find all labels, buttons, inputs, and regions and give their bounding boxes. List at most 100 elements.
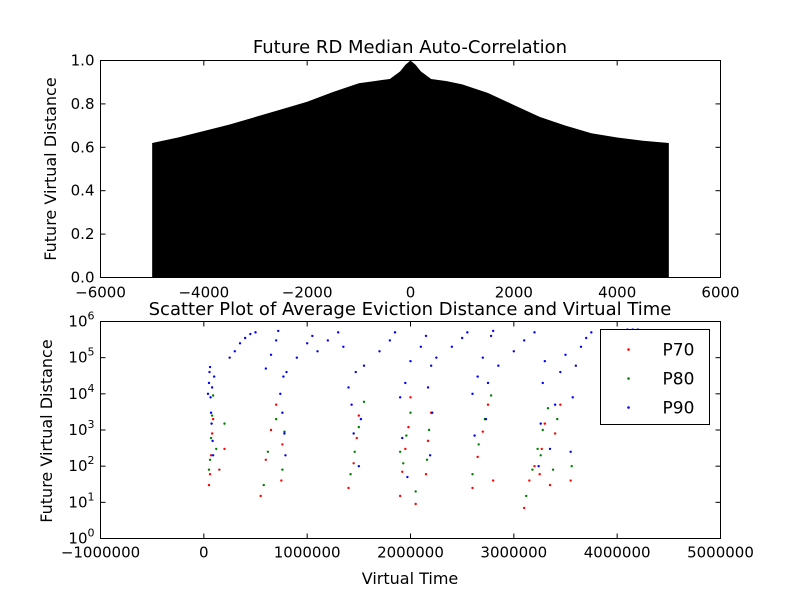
data-point — [350, 403, 353, 406]
data-point — [486, 381, 490, 385]
data-point — [571, 396, 574, 399]
autocorrelation-chart: Future RD Median Auto-Correlation −6000 −… — [41, 37, 740, 302]
data-point — [546, 407, 550, 410]
data-point — [471, 392, 474, 396]
data-point — [491, 329, 495, 333]
data-point — [208, 365, 212, 369]
x-tick-label: 3000000 — [480, 544, 547, 562]
x-tick-label: 2000000 — [377, 544, 444, 562]
data-point — [228, 356, 231, 359]
data-point — [357, 414, 361, 417]
data-point — [569, 450, 572, 453]
data-point — [393, 331, 397, 334]
data-point — [556, 417, 559, 421]
y-tick-label: 100 — [68, 527, 94, 548]
data-point — [525, 494, 528, 498]
legend-marker — [627, 377, 630, 380]
data-point — [353, 450, 356, 453]
data-point — [404, 447, 407, 451]
y-tick-label: 0.8 — [71, 95, 95, 113]
data-point — [281, 411, 284, 414]
data-point — [539, 454, 542, 457]
data-point — [281, 468, 284, 471]
data-point — [569, 479, 572, 482]
data-point — [533, 464, 536, 468]
data-point — [536, 447, 539, 451]
data-point — [539, 422, 542, 425]
data-point — [259, 494, 262, 498]
data-point — [336, 331, 340, 334]
data-point — [548, 483, 552, 487]
scatter-title: Scatter Plot of Average Eviction Distanc… — [149, 299, 672, 320]
data-point — [531, 468, 534, 471]
data-point — [428, 454, 432, 457]
data-point — [211, 454, 215, 457]
data-point — [326, 339, 330, 342]
data-point — [401, 436, 404, 440]
data-point — [405, 434, 408, 437]
data-point — [414, 502, 417, 506]
data-point — [512, 350, 516, 353]
x-tick-label: 4000000 — [584, 544, 651, 562]
data-point — [357, 425, 361, 429]
data-point — [208, 472, 212, 476]
data-point — [210, 422, 213, 425]
data-point — [215, 447, 218, 451]
data-point — [538, 472, 541, 476]
data-point — [522, 506, 526, 510]
data-point — [402, 462, 405, 465]
data-point — [359, 417, 363, 421]
data-point — [460, 336, 464, 340]
data-point — [424, 334, 428, 338]
x-tick-label: 5000000 — [687, 544, 754, 562]
series-p90 — [206, 328, 640, 479]
data-point — [559, 370, 562, 374]
data-point — [211, 417, 215, 421]
data-point — [481, 430, 485, 433]
data-point — [429, 364, 433, 367]
series-p70 — [207, 396, 572, 510]
x-tick-label: 1000000 — [274, 544, 341, 562]
autocorrelation-y-axis-label: Future Virtual Distance — [41, 77, 60, 260]
data-point — [283, 430, 286, 433]
data-point — [551, 468, 555, 471]
data-point — [207, 483, 211, 487]
data-point — [476, 375, 479, 378]
data-point — [277, 329, 280, 333]
data-point — [406, 475, 409, 479]
data-point — [409, 359, 412, 363]
data-point — [378, 350, 381, 353]
data-point — [481, 356, 485, 359]
x-tick-label: −6000 — [75, 284, 126, 302]
data-point — [208, 458, 212, 461]
data-point — [354, 370, 357, 374]
y-tick-label: 0.6 — [71, 138, 95, 156]
y-tick-label: 101 — [68, 490, 94, 511]
data-point — [269, 353, 273, 357]
data-point — [553, 403, 557, 406]
data-point — [279, 392, 282, 396]
data-point — [209, 454, 213, 457]
data-point — [274, 417, 278, 421]
y-tick-label: 102 — [68, 454, 94, 475]
data-point — [212, 375, 216, 378]
data-point — [489, 394, 493, 397]
data-point — [352, 432, 355, 435]
y-tick-label: 103 — [68, 418, 94, 439]
data-point — [209, 396, 212, 399]
data-point — [471, 486, 474, 490]
data-point — [362, 400, 366, 404]
data-point — [249, 332, 252, 336]
data-point — [476, 455, 479, 459]
data-point — [352, 462, 355, 465]
x-tick-label: 0 — [406, 284, 416, 302]
y-tick-label: 105 — [68, 346, 94, 367]
data-point — [419, 345, 423, 348]
x-tick-label: −1000000 — [61, 544, 140, 562]
data-point — [564, 353, 567, 357]
data-point — [579, 345, 583, 348]
data-point — [280, 479, 283, 482]
data-point — [223, 447, 226, 451]
data-point — [398, 450, 402, 453]
data-point — [269, 428, 273, 432]
